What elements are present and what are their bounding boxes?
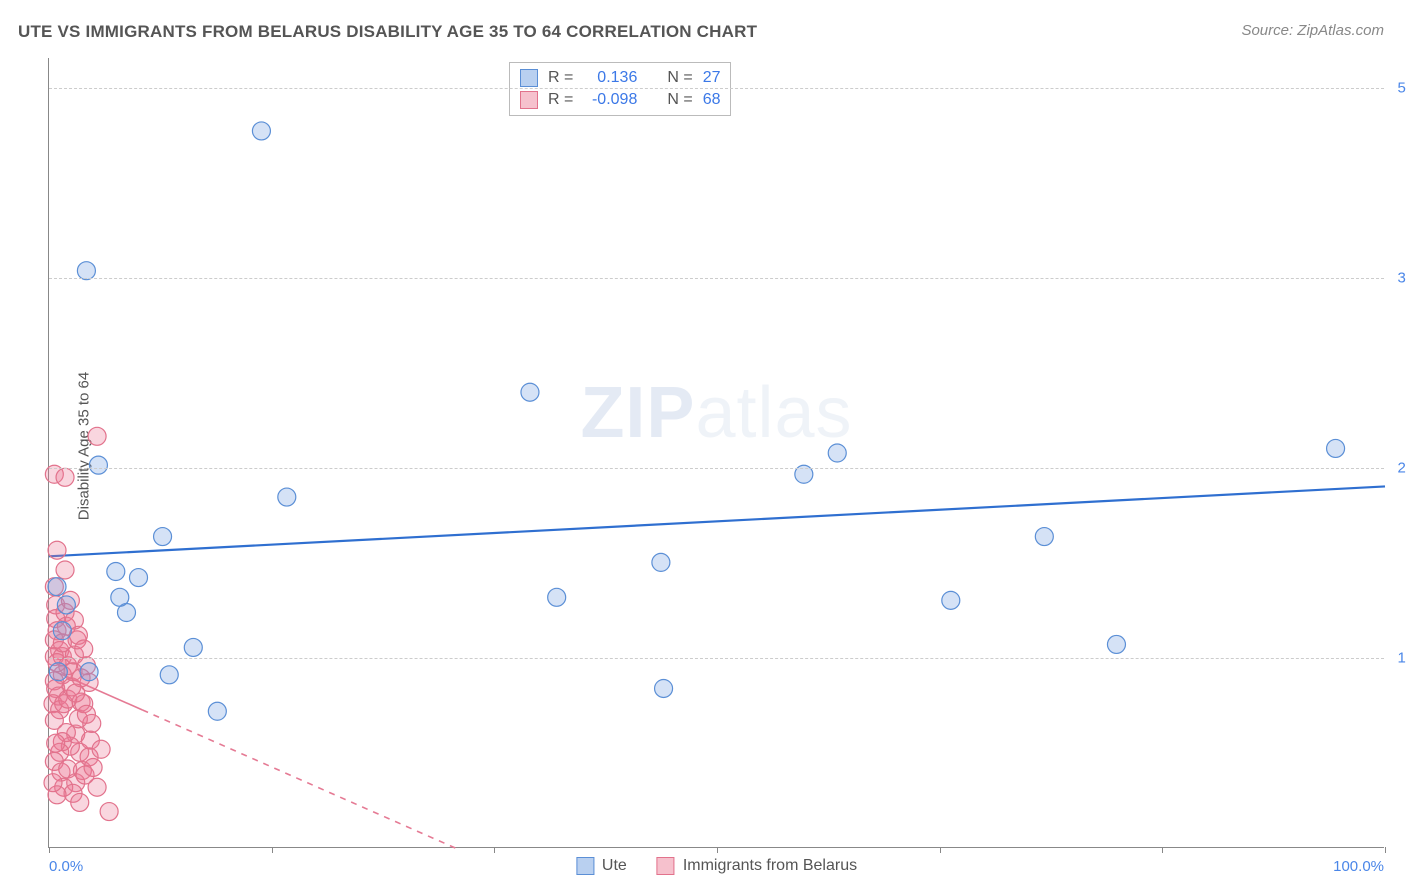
data-point <box>1327 439 1345 457</box>
r-label: R = <box>548 69 573 87</box>
data-point <box>57 596 75 614</box>
data-point <box>56 468 74 486</box>
x-tick <box>494 847 495 853</box>
chart-title: UTE VS IMMIGRANTS FROM BELARUS DISABILIT… <box>18 22 757 42</box>
n-value: 27 <box>703 69 721 87</box>
trend-line <box>49 486 1385 556</box>
data-point <box>828 444 846 462</box>
x-tick <box>49 847 50 853</box>
legend-series: Ute Immigrants from Belarus <box>576 857 857 875</box>
data-point <box>548 588 566 606</box>
data-point <box>88 778 106 796</box>
x-max-label: 100.0% <box>1333 858 1384 875</box>
legend-swatch-icon <box>520 91 538 109</box>
data-point <box>75 640 93 658</box>
data-point <box>1035 528 1053 546</box>
legend-label: Immigrants from Belarus <box>683 857 857 875</box>
legend-item: Ute <box>576 857 627 875</box>
chart-svg <box>49 58 1384 847</box>
data-point <box>48 578 66 596</box>
x-tick <box>272 847 273 853</box>
y-tick-label: 12.5% <box>1397 650 1406 667</box>
legend-item: Immigrants from Belarus <box>657 857 857 875</box>
data-point <box>92 740 110 758</box>
y-tick-label: 50.0% <box>1397 80 1406 97</box>
y-tick-label: 25.0% <box>1397 460 1406 477</box>
data-point <box>278 488 296 506</box>
data-point <box>655 679 673 697</box>
data-point <box>1107 635 1125 653</box>
r-value: -0.098 <box>583 91 637 109</box>
data-point <box>89 456 107 474</box>
r-label: R = <box>548 91 573 109</box>
data-point <box>100 803 118 821</box>
data-point <box>107 563 125 581</box>
data-point <box>154 528 172 546</box>
legend-swatch-icon <box>657 857 675 875</box>
x-tick <box>940 847 941 853</box>
data-point <box>208 702 226 720</box>
x-tick <box>1162 847 1163 853</box>
gridline <box>49 88 1384 89</box>
data-point <box>652 553 670 571</box>
data-point <box>942 591 960 609</box>
data-point <box>44 774 62 792</box>
legend-stats-row: R = 0.136 N = 27 <box>520 67 720 89</box>
data-point <box>77 705 95 723</box>
x-min-label: 0.0% <box>49 858 83 875</box>
data-point <box>53 622 71 640</box>
plot-area: ZIPatlas R = 0.136 N = 27 R = -0.098 N =… <box>48 58 1384 848</box>
legend-stats-row: R = -0.098 N = 68 <box>520 89 720 111</box>
data-point <box>45 711 63 729</box>
n-label: N = <box>667 69 692 87</box>
y-tick-label: 37.5% <box>1397 270 1406 287</box>
data-point <box>77 262 95 280</box>
data-point <box>47 734 65 752</box>
gridline <box>49 658 1384 659</box>
gridline <box>49 278 1384 279</box>
data-point <box>80 663 98 681</box>
x-tick <box>1385 847 1386 853</box>
data-point <box>184 638 202 656</box>
data-point <box>252 122 270 140</box>
source-text: Source: ZipAtlas.com <box>1241 22 1384 39</box>
legend-swatch-icon <box>520 69 538 87</box>
data-point <box>48 541 66 559</box>
data-point <box>160 666 178 684</box>
data-point <box>56 561 74 579</box>
data-point <box>130 569 148 587</box>
chart-container: UTE VS IMMIGRANTS FROM BELARUS DISABILIT… <box>0 0 1406 892</box>
x-tick <box>717 847 718 853</box>
trend-line-dashed <box>143 710 456 848</box>
data-point <box>88 427 106 445</box>
data-point <box>71 793 89 811</box>
data-point <box>84 758 102 776</box>
data-point <box>67 684 85 702</box>
data-point <box>521 383 539 401</box>
gridline <box>49 468 1384 469</box>
legend-swatch-icon <box>576 857 594 875</box>
data-point <box>49 663 67 681</box>
n-value: 68 <box>703 91 721 109</box>
r-value: 0.136 <box>583 69 637 87</box>
legend-label: Ute <box>602 857 627 875</box>
data-point <box>111 588 129 606</box>
n-label: N = <box>667 91 692 109</box>
